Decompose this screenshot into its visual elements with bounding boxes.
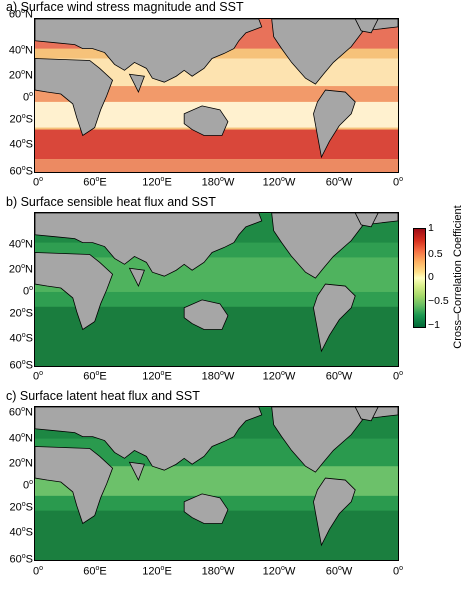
- lon-tick-label: 120oW: [262, 565, 296, 578]
- lat-tick-label: 40oS: [9, 138, 34, 151]
- lon-tick-label: 60oW: [325, 176, 353, 189]
- lon-tick-label: 120oE: [142, 370, 172, 383]
- lat-tick-label: 40oS: [9, 332, 34, 345]
- lat-tick-label: 20oS: [9, 113, 34, 126]
- colorbar-title: Cross–Correlation Coefficient: [452, 205, 464, 349]
- lon-tick-label: 120oE: [142, 565, 172, 578]
- lon-tick-label: 180oW: [201, 370, 235, 383]
- southern-ocean-edge: [35, 159, 398, 172]
- lat-tick-label: 60oN: [8, 8, 33, 21]
- lat-tick-label: 40oS: [9, 526, 34, 539]
- lat-tick-label: 0o: [22, 479, 33, 492]
- lat-tick-label: 0o: [22, 285, 33, 298]
- lat-tick-label: 60oS: [9, 553, 34, 566]
- equatorial-band: [35, 86, 398, 102]
- lon-tick-label: 120oE: [142, 176, 172, 189]
- lon-tick-label: 0o: [392, 370, 404, 383]
- map-panel-c: [34, 406, 399, 561]
- colorbar: [413, 228, 426, 328]
- map-panel-a: [34, 18, 399, 173]
- lat-tick-label: 20oN: [8, 263, 33, 276]
- lon-tick-label: 0o: [32, 565, 44, 578]
- lat-tick-label: 40oN: [8, 238, 33, 251]
- lat-tick-label: 40oN: [8, 44, 33, 57]
- lon-tick-label: 180oW: [201, 176, 235, 189]
- lat-tick-label: 20oN: [8, 457, 33, 470]
- lon-tick-label: 120oW: [262, 370, 296, 383]
- colorbar-tick-label: −1: [428, 319, 440, 331]
- lat-tick-label: 0o: [22, 91, 33, 104]
- lat-tick-label: 20oS: [9, 307, 34, 320]
- panel-a-title: a) Surface wind stress magnitude and SST: [6, 0, 244, 14]
- map-panel-b: [34, 212, 399, 367]
- lat-tick-label: 20oN: [8, 69, 33, 82]
- lon-tick-label: 180oW: [201, 565, 235, 578]
- lon-tick-label: 0o: [392, 176, 404, 189]
- lon-tick-label: 0o: [32, 370, 44, 383]
- lat-tick-label: 40oN: [8, 432, 33, 445]
- lat-tick-label: 60oN: [8, 406, 33, 419]
- colorbar-tick-label: 0.5: [428, 248, 443, 260]
- lon-tick-label: 120oW: [262, 176, 296, 189]
- lon-tick-label: 60oW: [325, 370, 353, 383]
- colorbar-tick-label: −0.5: [428, 295, 449, 307]
- lon-tick-label: 60oE: [83, 176, 107, 189]
- colorbar-tick-label: 1: [428, 222, 434, 234]
- lon-tick-label: 60oE: [83, 370, 107, 383]
- lon-tick-label: 60oE: [83, 565, 107, 578]
- lat-tick-label: 60oS: [9, 359, 34, 372]
- lon-tick-label: 0o: [32, 176, 44, 189]
- lat-tick-label: 60oS: [9, 165, 34, 178]
- lon-tick-label: 60oW: [325, 565, 353, 578]
- lon-tick-label: 0o: [392, 565, 404, 578]
- panel-c-title: c) Surface latent heat flux and SST: [6, 389, 200, 403]
- colorbar-tick-label: 0: [428, 271, 434, 283]
- lat-tick-label: 20oS: [9, 501, 34, 514]
- panel-b-title: b) Surface sensible heat flux and SST: [6, 195, 216, 209]
